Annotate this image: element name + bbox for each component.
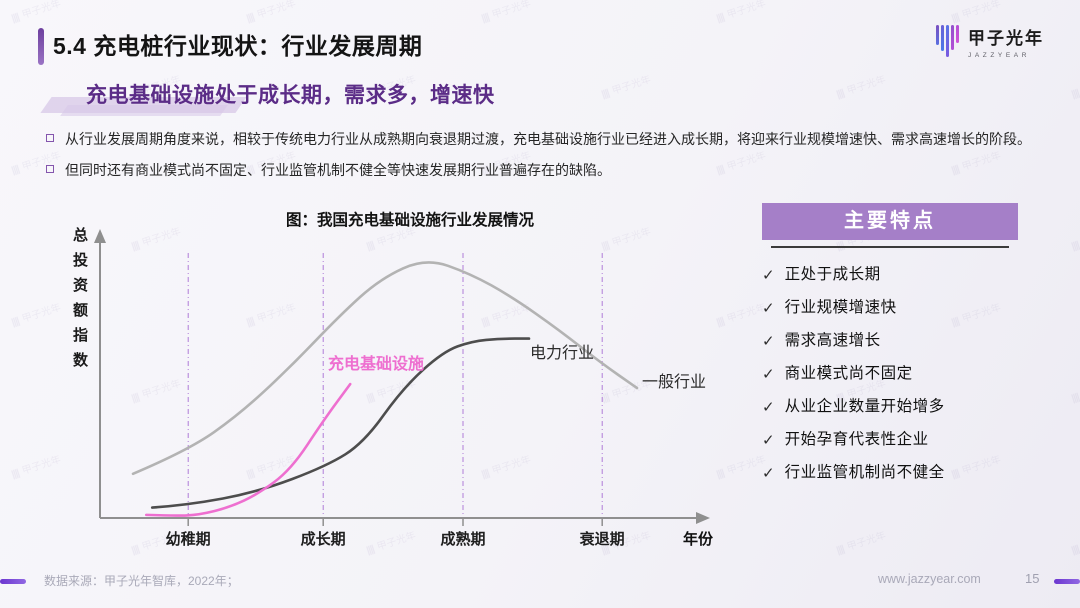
series-label-charging-infra: 充电基础设施: [328, 356, 425, 373]
watermark: ||||甲子光年: [600, 74, 653, 101]
feature-text: 正处于成长期: [784, 266, 881, 283]
check-icon: ✓: [762, 299, 775, 317]
footer-page-number: 15: [1025, 571, 1040, 586]
bullet-text: 从行业发展周期角度来说，相较于传统电力行业从成熟期向衰退期过渡，充电基础设施行业…: [65, 131, 1031, 147]
chart-title: 图：我国充电基础设施行业发展情况: [285, 212, 534, 229]
feature-item: ✓ 行业监管机制尚不健全: [762, 463, 1018, 484]
bullet-text: 但同时还有商业模式尚不固定、行业监管机制不健全等快速发展期行业普遍存在的缺陷。: [65, 161, 611, 178]
watermark: ||||甲子光年: [480, 0, 533, 25]
footer-website: www.jazzyear.com: [878, 572, 981, 586]
bullet-item: 但同时还有商业模式尚不固定、行业监管机制不健全等快速发展期行业普遍存在的缺陷。: [46, 160, 1051, 182]
feature-item: ✓ 商业模式尚不固定: [762, 364, 1018, 385]
watermark: ||||甲子光年: [950, 0, 1003, 25]
watermark: ||||甲子光年: [835, 74, 888, 101]
y-axis-label: 总投资额指数: [71, 227, 88, 377]
bullet-square-icon: [46, 134, 54, 142]
logo-wordmark: JAZZYEAR: [968, 52, 1031, 59]
page-title: 5.4 充电桩行业现状：行业发展周期: [53, 33, 423, 59]
feature-item: ✓ 从业企业数量开始增多: [762, 397, 1018, 418]
feature-text: 需求高速增长: [784, 331, 881, 349]
watermark: ||||甲子光年: [835, 530, 888, 557]
watermark: ||||甲子光年: [245, 0, 298, 25]
title-accent-bar: [38, 28, 44, 65]
x-axis-arrow-icon: [696, 512, 710, 524]
key-features-panel: 主要特点 ✓ 正处于成长期 ✓ 行业规模增速快 ✓ 需求高速增长 ✓ 商业模式尚不固定 ✓ 从业企…: [762, 203, 1018, 495]
watermark: ||||甲子光年: [715, 0, 768, 25]
feature-text: 开始孕育代表性企业: [784, 430, 929, 448]
panel-divider: [771, 246, 1009, 248]
brand-logo: 甲子光年 JAZZYEAR: [936, 24, 1044, 59]
curve-一般行业: [131, 261, 639, 476]
feature-list: ✓ 正处于成长期 ✓ 行业规模增速快 ✓ 需求高速增长 ✓ 商业模式尚不固定 ✓ 从业企业数量开始…: [762, 265, 1018, 483]
feature-text: 行业规模增速快: [784, 298, 897, 316]
stage-label: 成熟期: [440, 531, 486, 548]
curve-电力行业: [150, 337, 531, 509]
watermark: ||||甲子光年: [1070, 391, 1080, 405]
feature-item: ✓ 正处于成长期: [762, 265, 1018, 286]
headline: 充电基础设施处于成长期，需求多，增速快: [86, 84, 495, 107]
lifecycle-chart: 图：我国充电基础设施行业发展情况 总投资额指数 充电基础设施 电力行业 一般行业…: [60, 208, 740, 580]
feature-item: ✓ 行业规模增速快: [762, 298, 1018, 319]
series-label-general-industry: 一般行业: [642, 374, 707, 391]
stage-label: 成长期: [300, 531, 346, 548]
x-axis-label: 年份: [683, 531, 714, 548]
stage-label: 幼稚期: [165, 531, 211, 548]
chart-canvas: [94, 229, 710, 526]
feature-item: ✓ 开始孕育代表性企业: [762, 430, 1018, 451]
check-icon: ✓: [762, 464, 775, 482]
watermark: ||||甲子光年: [10, 302, 63, 329]
bullet-square-icon: [46, 164, 54, 173]
check-icon: ✓: [762, 332, 775, 350]
bullet-list: 从行业发展周期角度来说，相较于传统电力行业从成熟期向衰退期过渡，充电基础设施行业…: [46, 129, 1051, 190]
watermark: ||||甲子光年: [1070, 87, 1080, 101]
watermark: ||||甲子光年: [1070, 543, 1080, 557]
logo-name: 甲子光年: [968, 29, 1044, 48]
panel-title: 主要特点: [762, 203, 1018, 240]
feature-item: ✓ 需求高速增长: [762, 331, 1018, 352]
check-icon: ✓: [762, 365, 775, 383]
series-label-power-industry: 电力行业: [530, 345, 595, 362]
bullet-item: 从行业发展周期角度来说，相较于传统电力行业从成熟期向衰退期过渡，充电基础设施行业…: [46, 129, 1051, 151]
footer-accent-bar-right: [1054, 579, 1080, 584]
feature-text: 行业监管机制尚不健全: [784, 463, 945, 481]
stage-label: 衰退期: [579, 531, 625, 548]
logo-bars-icon: [936, 25, 959, 57]
watermark: ||||甲子光年: [1070, 239, 1080, 253]
footer-accent-bar-left: [0, 579, 26, 584]
feature-text: 商业模式尚不固定: [784, 364, 913, 382]
check-icon: ✓: [762, 398, 775, 416]
watermark: ||||甲子光年: [10, 454, 63, 481]
check-icon: ✓: [762, 431, 775, 449]
check-icon: ✓: [762, 267, 775, 284]
watermark: ||||甲子光年: [10, 0, 63, 25]
y-axis-arrow-icon: [94, 229, 106, 243]
footer-source: 数据来源：甲子光年智库，2022年；: [44, 574, 239, 588]
curve-充电基础设施: [144, 382, 352, 517]
feature-text: 从业企业数量开始增多: [784, 397, 945, 415]
